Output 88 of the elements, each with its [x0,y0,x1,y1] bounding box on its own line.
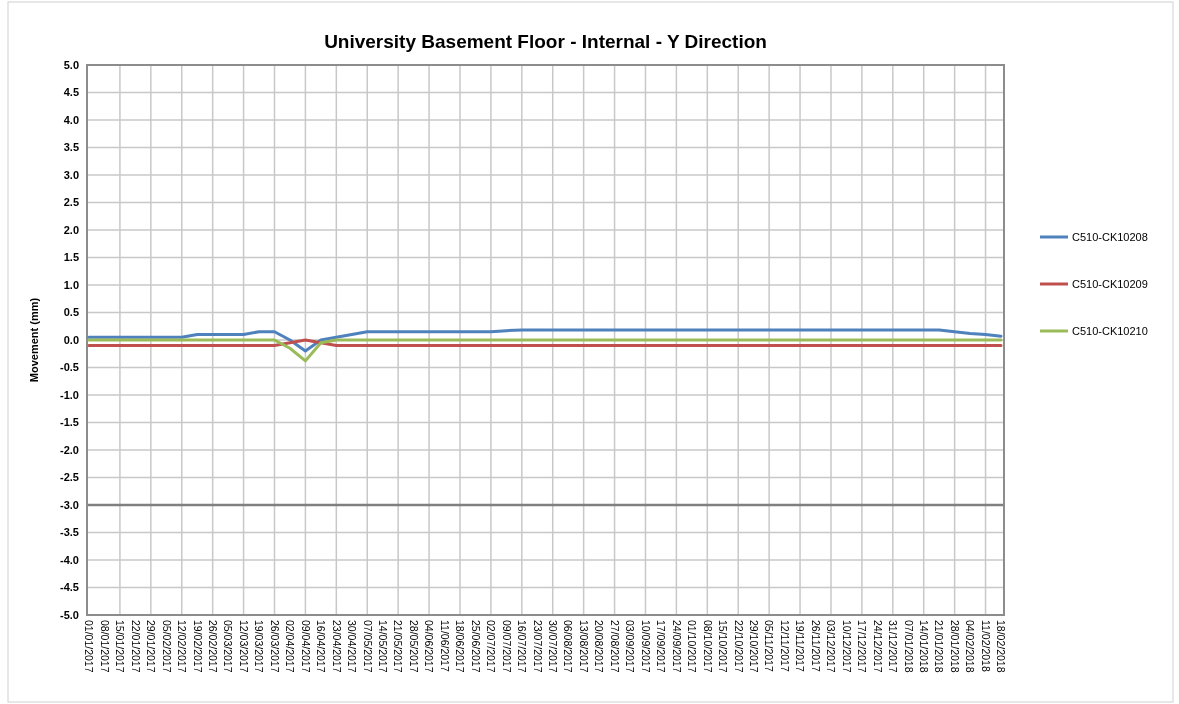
x-tick-label: 28/05/2017 [407,620,420,673]
chart-title: University Basement Floor - Internal - Y Direction [324,31,767,52]
x-tick-label: 11/06/2017 [438,620,451,672]
line-series [87,328,1003,353]
x-tick-label: 31/12/2017 [887,620,900,673]
x-tick-label: 18/02/2018 [995,620,1008,673]
x-tick-label: 04/02/2018 [964,620,977,673]
x-tick-label: 04/06/2017 [423,620,436,673]
legend-label: C510-CK10208 [1072,230,1148,243]
y-tick-label: 2.0 [63,223,79,236]
x-tick-label: 26/02/2017 [206,620,219,673]
y-tick-label: -3.0 [60,498,79,511]
y-tick-label: -0.5 [60,361,79,374]
x-tick-label: 01/01/2017 [83,620,96,673]
y-tick-label: 0.0 [63,333,79,346]
x-tick-label: 19/03/2017 [253,620,266,673]
y-tick-label: 1.5 [63,251,79,264]
y-tick-label: 1.0 [63,278,79,291]
x-tick-label: 12/11/2017 [778,620,791,672]
x-tick-label: 05/11/2017 [763,620,776,672]
x-tick-label: 12/02/2017 [176,620,189,673]
x-tick-label: 01/10/2017 [686,620,699,673]
x-tick-label: 02/04/2017 [284,620,297,673]
x-tick-label: 07/05/2017 [361,620,374,673]
x-tick-label: 26/11/2017 [809,620,822,672]
y-tick-label: -4.0 [60,553,79,566]
x-tick-label: 15/01/2017 [114,620,127,673]
x-tick-label: 12/03/2017 [237,620,250,673]
x-tick-label: 26/03/2017 [268,620,281,673]
x-tick-label: 09/04/2017 [299,620,312,673]
x-tick-label: 06/08/2017 [562,620,575,673]
y-tick-label: 3.0 [63,168,79,181]
x-tick-label: 23/07/2017 [531,620,544,673]
x-tick-label: 03/12/2017 [825,620,838,673]
x-tick-label: 13/08/2017 [577,620,590,673]
line-series [87,338,1003,363]
x-tick-label: 22/10/2017 [732,620,745,673]
x-tick-label: 17/12/2017 [856,620,869,673]
y-tick-label: -5.0 [60,608,79,621]
x-tick-label: 15/10/2017 [717,620,730,673]
x-tick-label: 18/06/2017 [454,620,467,673]
x-tick-label: 09/07/2017 [500,620,513,673]
x-tick-label: 16/04/2017 [315,620,328,673]
y-tick-label: 3.5 [63,141,79,154]
x-tick-label: 05/03/2017 [222,620,235,673]
y-tick-label: -1.0 [60,388,79,401]
x-tick-label: 20/08/2017 [593,620,606,673]
legend-label: C510-CK10210 [1072,324,1148,337]
x-tick-label: 11/02/2018 [979,620,992,672]
x-tick-label: 19/02/2017 [191,620,204,673]
x-tick-label: 02/07/2017 [485,620,498,673]
x-tick-label: 21/01/2018 [933,620,946,673]
x-tick-label: 14/05/2017 [377,620,390,673]
x-tick-label: 19/11/2017 [794,620,807,672]
y-tick-label: 4.0 [63,113,79,126]
x-tick-label: 29/10/2017 [748,620,760,673]
y-tick-label: 4.5 [63,86,79,99]
x-tick-label: 28/01/2018 [948,620,961,673]
x-tick-label: 08/01/2017 [98,620,111,673]
y-tick-label: -2.0 [60,443,79,456]
x-tick-label: 10/12/2017 [840,620,853,673]
x-tick-label: 24/09/2017 [670,620,683,673]
y-tick-label: 2.5 [63,196,79,209]
x-tick-label: 14/01/2018 [918,620,931,673]
y-tick-label: -4.5 [60,581,79,594]
x-tick-label: 03/09/2017 [624,620,637,673]
y-tick-label: 0.5 [63,306,79,319]
x-tick-label: 27/08/2017 [608,620,621,673]
x-tick-label: 24/12/2017 [871,620,884,673]
x-tick-label: 07/01/2018 [902,620,915,673]
y-tick-label: -2.5 [60,471,79,484]
x-tick-label: 16/07/2017 [516,620,529,673]
x-tick-label: 21/05/2017 [392,620,405,673]
legend-label: C510-CK10209 [1072,277,1148,290]
x-tick-label: 17/09/2017 [655,620,668,673]
x-tick-label: 23/04/2017 [330,620,343,673]
y-tick-label: 5.0 [63,58,79,71]
y-tick-label: -1.5 [60,416,79,429]
x-tick-label: 08/10/2017 [701,620,714,673]
x-tick-label: 22/01/2017 [129,620,142,673]
x-tick-label: 30/07/2017 [547,620,560,673]
x-tick-label: 29/01/2017 [145,620,158,673]
x-tick-label: 25/06/2017 [469,620,482,673]
y-tick-label: -3.5 [60,526,79,539]
x-tick-label: 05/02/2017 [160,620,173,673]
y-axis-title: Movement (mm) [28,297,40,383]
x-tick-label: 30/04/2017 [346,620,359,673]
x-tick-label: 10/09/2017 [639,620,652,673]
